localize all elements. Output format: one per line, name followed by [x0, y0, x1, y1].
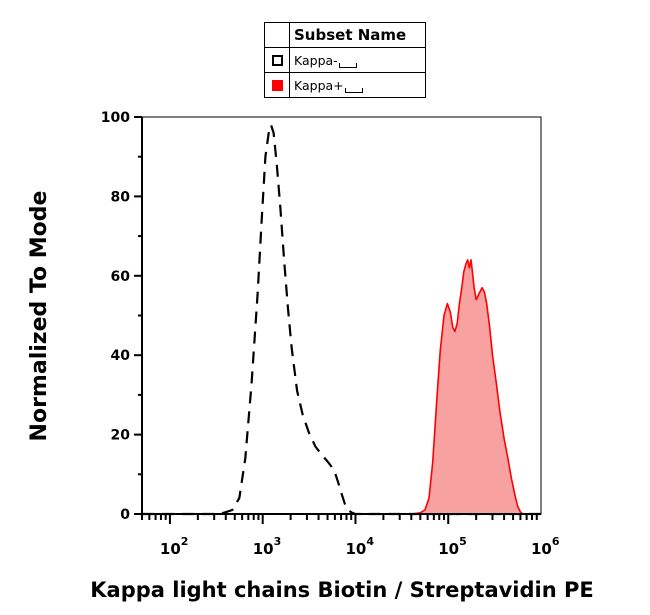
x-tick-exponent: 6: [552, 535, 560, 548]
legend-header: Subset Name: [294, 26, 407, 44]
legend-swatch-cell: [265, 73, 290, 97]
legend: Subset Name Kappa- Kappa+: [264, 22, 426, 98]
y-tick-label: 40: [111, 348, 131, 364]
series-fill-kappa-pos: [142, 259, 541, 514]
legend-label-kappa-pos: Kappa+: [294, 77, 344, 93]
y-tick-label: 20: [111, 428, 131, 444]
series-line-kappa-pos: [142, 259, 541, 515]
y-tick-label: 60: [111, 269, 131, 285]
x-tick-label: 104: [345, 535, 374, 558]
x-tick-label: 106: [531, 535, 560, 558]
x-tick-label: 105: [438, 535, 467, 558]
y-tick-label: 0: [120, 507, 130, 523]
legend-label-cell: Kappa-: [290, 48, 425, 72]
y-axis-title: Normalized To Mode: [27, 191, 52, 442]
legend-header-swatch-cell: [265, 23, 290, 47]
legend-underline-mark: [338, 62, 357, 68]
y-ticks: 0 20 40 60 80 100: [101, 110, 142, 523]
x-tick-label: 103: [253, 535, 282, 558]
y-tick-label: 100: [101, 110, 130, 126]
x-tick-exponent: 3: [274, 535, 282, 548]
x-ticks: 102 103 104 105 106: [141, 514, 560, 558]
legend-label-cell: Kappa+: [290, 73, 425, 97]
legend-swatch-kappa-neg: [271, 54, 283, 66]
series-layer: [142, 123, 541, 516]
x-tick-exponent: 4: [366, 535, 374, 548]
x-tick-label: 102: [160, 535, 189, 558]
legend-swatch-kappa-pos: [271, 79, 283, 91]
legend-label-kappa-neg: Kappa-: [294, 52, 338, 68]
legend-entry-kappa-pos: Kappa+: [265, 72, 425, 97]
legend-swatch-cell: [265, 48, 290, 72]
x-tick-exponent: 2: [181, 535, 189, 548]
x-axis-title: Kappa light chains Biotin / Streptavidin…: [90, 578, 593, 602]
x-tick-exponent: 5: [459, 535, 467, 548]
legend-entry-kappa-neg: Kappa-: [265, 47, 425, 72]
legend-header-row: Subset Name: [265, 23, 425, 47]
y-tick-label: 80: [111, 189, 131, 205]
legend-underline-mark: [344, 87, 363, 93]
